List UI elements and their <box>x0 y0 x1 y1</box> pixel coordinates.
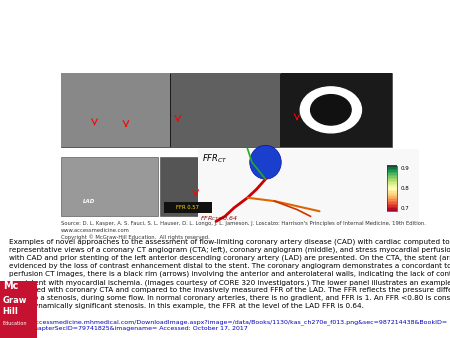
Bar <box>387 202 397 203</box>
Bar <box>387 166 397 211</box>
Bar <box>387 193 397 195</box>
Bar <box>387 208 397 210</box>
Text: Source: D. L. Kasper, A. S. Fauci, S. L. Hauser, D. L. Longo, J. L. Jameson, J. : Source: D. L. Kasper, A. S. Fauci, S. L.… <box>61 221 426 240</box>
Bar <box>387 206 397 208</box>
Bar <box>387 185 397 187</box>
Text: https://accessmedicine.mhmedical.com/DownloadImage.aspx?image=/data/Books/1130/k: https://accessmedicine.mhmedical.com/Dow… <box>9 319 447 331</box>
Bar <box>387 184 397 185</box>
Text: FFR$_{CT}$=0.64: FFR$_{CT}$=0.64 <box>200 214 238 223</box>
Bar <box>387 182 397 184</box>
Bar <box>387 188 397 190</box>
Text: 0.9: 0.9 <box>400 166 409 171</box>
Text: Hill: Hill <box>3 307 18 316</box>
Bar <box>160 157 236 216</box>
Bar <box>387 179 397 181</box>
Bar <box>387 199 397 201</box>
Bar <box>387 173 397 175</box>
Bar <box>387 203 397 205</box>
Text: Mc: Mc <box>3 281 18 291</box>
Bar <box>387 165 397 167</box>
Bar <box>387 200 397 202</box>
Bar <box>387 171 397 173</box>
Bar <box>281 73 392 147</box>
Bar <box>387 170 397 172</box>
Bar <box>164 202 212 213</box>
Bar <box>387 196 397 197</box>
Bar <box>387 177 397 179</box>
Bar <box>387 197 397 199</box>
Ellipse shape <box>250 145 281 179</box>
Text: Examples of novel approaches to the assessment of flow-limiting coronary artery : Examples of novel approaches to the asse… <box>9 238 450 309</box>
Text: LAD: LAD <box>83 199 95 204</box>
Text: FFR 0.57: FFR 0.57 <box>176 205 199 210</box>
Bar <box>0 281 37 338</box>
Bar <box>387 209 397 211</box>
Circle shape <box>300 87 361 133</box>
Bar <box>387 167 397 169</box>
Bar <box>198 149 418 223</box>
Circle shape <box>310 95 351 125</box>
Bar <box>387 194 397 196</box>
Bar <box>387 168 397 170</box>
Text: Graw: Graw <box>3 295 27 305</box>
Bar <box>61 73 392 147</box>
Bar <box>171 73 280 147</box>
Bar <box>387 205 397 207</box>
Bar <box>387 174 397 176</box>
Bar <box>387 176 397 178</box>
Text: Education: Education <box>3 321 27 327</box>
Text: FFR$_{CT}$: FFR$_{CT}$ <box>202 152 228 165</box>
Bar <box>387 190 397 191</box>
Text: 0.8: 0.8 <box>400 186 409 191</box>
Bar <box>387 187 397 189</box>
Text: 0.7: 0.7 <box>400 206 409 211</box>
Bar <box>61 73 170 147</box>
Bar <box>61 157 158 216</box>
Bar <box>387 191 397 193</box>
Bar <box>387 180 397 183</box>
